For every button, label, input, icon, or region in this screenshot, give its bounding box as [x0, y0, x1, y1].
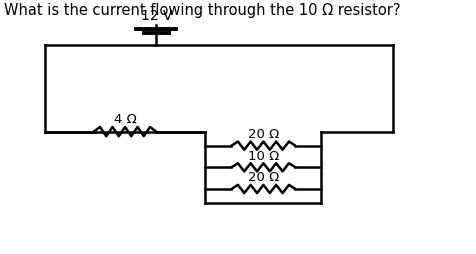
Text: 12 V: 12 V	[140, 9, 172, 23]
Text: 20 Ω: 20 Ω	[247, 128, 278, 140]
Text: 20 Ω: 20 Ω	[247, 171, 278, 184]
Text: 10 Ω: 10 Ω	[247, 149, 278, 162]
Text: 4 Ω: 4 Ω	[113, 113, 136, 126]
Text: What is the current flowing through the 10 Ω resistor?: What is the current flowing through the …	[4, 3, 400, 18]
